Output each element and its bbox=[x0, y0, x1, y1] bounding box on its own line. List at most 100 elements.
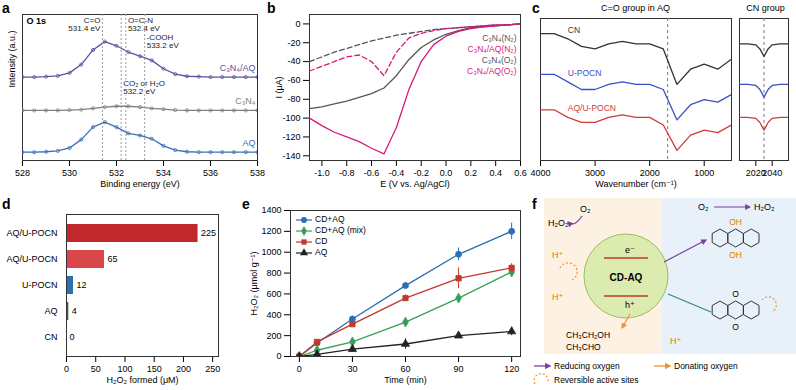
svg-text:400: 400 bbox=[266, 310, 281, 320]
svg-text:-1.0: -1.0 bbox=[314, 168, 330, 178]
svg-text:200: 200 bbox=[266, 331, 281, 341]
svg-text:CH₃CH₂OH: CH₃CH₂OH bbox=[566, 330, 610, 340]
svg-text:CN: CN bbox=[568, 25, 580, 35]
svg-text:250: 250 bbox=[205, 364, 220, 374]
svg-text:AQ: AQ bbox=[242, 138, 255, 148]
svg-text:H₂O₂ (μmol g⁻¹): H₂O₂ (μmol g⁻¹) bbox=[249, 252, 259, 316]
svg-text:C₃N₄/AQ(O₂): C₃N₄/AQ(O₂) bbox=[467, 66, 517, 76]
svg-text:-100: -100 bbox=[282, 113, 300, 123]
svg-text:600: 600 bbox=[266, 289, 281, 299]
svg-text:CD-AQ: CD-AQ bbox=[610, 272, 643, 283]
svg-text:0: 0 bbox=[276, 351, 281, 361]
svg-text:-60: -60 bbox=[287, 75, 300, 85]
svg-text:1000: 1000 bbox=[261, 247, 281, 257]
svg-text:AQ/U-POCN: AQ/U-POCN bbox=[6, 228, 57, 238]
svg-text:H⁺: H⁺ bbox=[670, 336, 681, 346]
svg-text:225: 225 bbox=[201, 228, 216, 238]
svg-text:-0.6: -0.6 bbox=[364, 168, 380, 178]
svg-text:-COOH533.2 eV: -COOH533.2 eV bbox=[147, 33, 180, 50]
svg-text:-40: -40 bbox=[287, 56, 300, 66]
svg-text:0: 0 bbox=[297, 364, 302, 374]
svg-text:530: 530 bbox=[62, 168, 77, 178]
svg-text:I (μA): I (μA) bbox=[274, 76, 284, 98]
svg-text:0: 0 bbox=[295, 19, 300, 29]
svg-text:200: 200 bbox=[176, 364, 191, 374]
svg-text:60: 60 bbox=[400, 364, 410, 374]
svg-text:Time (min): Time (min) bbox=[384, 375, 427, 385]
svg-text:-0.2: -0.2 bbox=[413, 168, 429, 178]
svg-text:C₃N₄(N₂): C₃N₄(N₂) bbox=[482, 33, 516, 43]
svg-text:-0.4: -0.4 bbox=[389, 168, 405, 178]
svg-text:1400: 1400 bbox=[261, 205, 281, 215]
svg-text:1000: 1000 bbox=[694, 168, 714, 178]
svg-text:2020: 2020 bbox=[745, 167, 766, 178]
svg-text:1200: 1200 bbox=[261, 226, 281, 236]
svg-text:90: 90 bbox=[454, 364, 464, 374]
svg-text:2000: 2000 bbox=[640, 168, 660, 178]
html-text:O=C-N: O=C-N bbox=[127, 16, 153, 26]
svg-text:536: 536 bbox=[203, 168, 218, 178]
svg-text:4000: 4000 bbox=[530, 168, 550, 178]
svg-text:O₂: O₂ bbox=[580, 204, 591, 214]
svg-text:C=O531.4 eV: C=O531.4 eV bbox=[68, 16, 101, 33]
svg-text:O₂: O₂ bbox=[698, 202, 709, 212]
svg-text:OH: OH bbox=[729, 250, 742, 260]
svg-text:0.4: 0.4 bbox=[489, 168, 502, 178]
svg-text:e⁻: e⁻ bbox=[625, 245, 635, 255]
svg-text:150: 150 bbox=[147, 364, 162, 374]
svg-text:AQ/U-POCN: AQ/U-POCN bbox=[568, 103, 616, 113]
svg-text:C₃N₄: C₃N₄ bbox=[235, 96, 256, 106]
svg-text:0.6: 0.6 bbox=[514, 168, 527, 178]
svg-text:AQ/U-POCN: AQ/U-POCN bbox=[6, 254, 57, 264]
svg-text:120: 120 bbox=[504, 364, 519, 374]
svg-text:CN: CN bbox=[45, 332, 58, 342]
svg-text:100: 100 bbox=[117, 364, 132, 374]
svg-text:h⁺: h⁺ bbox=[625, 300, 635, 310]
svg-text:Reducing oxygen: Reducing oxygen bbox=[554, 361, 620, 371]
svg-text:-120: -120 bbox=[282, 132, 300, 142]
svg-text:E (V vs. Ag/AgCl): E (V vs. Ag/AgCl) bbox=[380, 179, 450, 189]
svg-text:Donating oxygen: Donating oxygen bbox=[674, 361, 738, 371]
svg-text:C₃N₄(O₂): C₃N₄(O₂) bbox=[482, 55, 517, 65]
svg-text:0: 0 bbox=[64, 364, 69, 374]
svg-text:H⁺: H⁺ bbox=[552, 292, 563, 302]
svg-text:Binding energy (eV): Binding energy (eV) bbox=[100, 179, 180, 189]
svg-text:OH: OH bbox=[729, 217, 742, 227]
svg-text:H⁺: H⁺ bbox=[552, 250, 563, 260]
svg-text:65: 65 bbox=[108, 254, 118, 264]
svg-text:AQ: AQ bbox=[44, 306, 57, 316]
svg-text:534: 534 bbox=[156, 168, 171, 178]
svg-text:Reversible active sites: Reversible active sites bbox=[554, 375, 639, 385]
svg-text:-0.8: -0.8 bbox=[339, 168, 355, 178]
svg-text:30: 30 bbox=[347, 364, 357, 374]
svg-text:O 1s: O 1s bbox=[27, 16, 47, 26]
svg-text:C₃N₄/AQ(N₂): C₃N₄/AQ(N₂) bbox=[468, 44, 517, 54]
svg-text:-80: -80 bbox=[287, 94, 300, 104]
svg-text:528: 528 bbox=[15, 168, 30, 178]
svg-text:Wavenumber (cm⁻¹): Wavenumber (cm⁻¹) bbox=[595, 179, 676, 189]
svg-text:0.2: 0.2 bbox=[465, 168, 478, 178]
svg-text:O: O bbox=[732, 322, 739, 332]
svg-text:532: 532 bbox=[109, 168, 124, 178]
svg-text:Intensity (a.u.): Intensity (a.u.) bbox=[7, 30, 17, 87]
svg-text:-140: -140 bbox=[282, 151, 300, 161]
svg-text:4: 4 bbox=[72, 306, 77, 316]
svg-text:800: 800 bbox=[266, 268, 281, 278]
svg-text:12: 12 bbox=[77, 280, 87, 290]
svg-text:0: 0 bbox=[70, 332, 75, 342]
svg-text:-20: -20 bbox=[287, 38, 300, 48]
svg-text:H₂O₂: H₂O₂ bbox=[548, 218, 569, 228]
svg-text:C₃N₄/AQ: C₃N₄/AQ bbox=[220, 63, 256, 73]
svg-text:3000: 3000 bbox=[585, 168, 605, 178]
svg-text:0.0: 0.0 bbox=[440, 168, 453, 178]
svg-text:50: 50 bbox=[91, 364, 101, 374]
svg-text:538: 538 bbox=[250, 168, 265, 178]
svg-text:CO₂ or H₂O532.2 eV: CO₂ or H₂O532.2 eV bbox=[123, 79, 165, 96]
svg-text:2040: 2040 bbox=[762, 168, 782, 178]
svg-text:O: O bbox=[732, 289, 739, 299]
svg-text:H₂O₂ formed (μM): H₂O₂ formed (μM) bbox=[106, 375, 178, 385]
svg-text:CH₃CHO: CH₃CHO bbox=[566, 342, 601, 352]
svg-text:U-POCN: U-POCN bbox=[568, 68, 602, 78]
svg-text:U-POCN: U-POCN bbox=[22, 280, 58, 290]
svg-text:H₂O₂: H₂O₂ bbox=[754, 202, 775, 212]
